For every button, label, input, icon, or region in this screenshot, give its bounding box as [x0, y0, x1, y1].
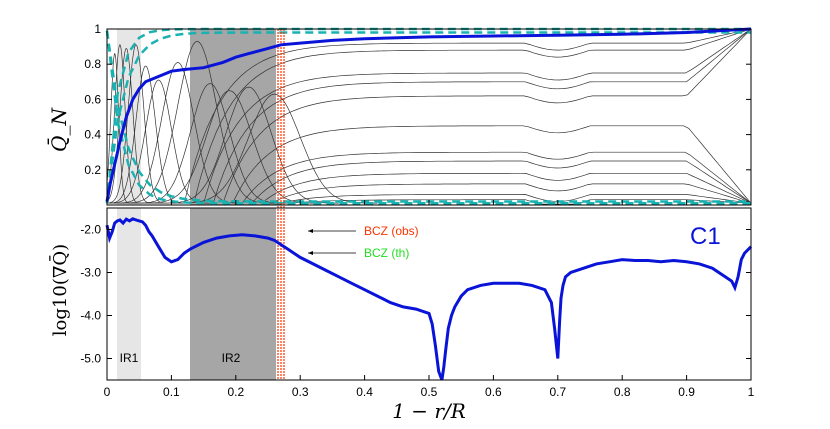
bottom-blue-line: [105, 217, 753, 381]
cyan-curve: [105, 30, 751, 205]
x-tick-label: 0.7: [549, 385, 566, 399]
thin-curve: [271, 183, 752, 204]
thin-curve: [290, 199, 752, 205]
bottom-y-axis-title: log10(∇Q̄): [48, 244, 71, 336]
panel-title: C1: [690, 223, 721, 250]
top-blue-line: [105, 27, 752, 202]
bottom-y-ticks: -2.0 -3.0 -4.0 -5.0: [80, 223, 751, 366]
y-tick-label: -5.0: [80, 352, 101, 366]
thin-curve: [193, 28, 752, 204]
bcz-obs-annotation: BCZ (obs): [308, 224, 419, 238]
thin-curve: [158, 86, 339, 204]
x-tick-label: 1: [748, 385, 755, 399]
svg-text:Q̄_N: Q̄_N: [46, 107, 71, 152]
svg-text:BCZ (obs): BCZ (obs): [364, 224, 419, 238]
ir2-region-top: [190, 29, 276, 205]
thin-curve: [251, 160, 752, 204]
x-axis-title: 1 − r/R: [392, 399, 466, 423]
x-tick-label: 0.5: [421, 385, 438, 399]
y-tick-label: 0.6: [84, 92, 101, 106]
x-ticks: 0 0.1 0.2 0.3 0.4 0.5 0.6 0.7 0.8 0.9 1: [104, 200, 755, 399]
x-tick-label: 0: [104, 385, 111, 399]
ir1-region: [117, 208, 141, 380]
x-tick-label: 0.3: [292, 385, 309, 399]
ir1-label: IR1: [120, 351, 139, 365]
top-y-ticks: 0.2 0.4 0.6 0.8 1: [84, 22, 751, 177]
thin-curve: [212, 28, 752, 204]
x-tick-label: 0.6: [485, 385, 502, 399]
thin-curve: [222, 28, 752, 204]
ir2-label: IR2: [222, 351, 241, 365]
thin-curve: [241, 151, 752, 204]
thin-curve: [183, 28, 752, 204]
bcz-th-annotation: BCZ (th): [308, 246, 409, 260]
thin-curve: [119, 40, 275, 204]
thin-curve: [203, 28, 752, 204]
x-tick-label: 0.1: [163, 385, 180, 399]
y-tick-label: -4.0: [80, 309, 101, 323]
thin-curve: [261, 172, 752, 204]
thin-curve: [107, 44, 169, 204]
y-tick-label: -3.0: [80, 266, 101, 280]
thin-curve: [139, 90, 320, 204]
thin-curve: [280, 194, 752, 204]
y-tick-label: 0.2: [84, 163, 101, 177]
x-tick-label: 0.2: [227, 385, 244, 399]
thin-curve: [232, 125, 752, 204]
y-tick-label: 1: [94, 22, 101, 36]
y-tick-label: -2.0: [80, 223, 101, 237]
thin-curve: [113, 62, 243, 204]
svg-text:log10(∇Q̄): log10(∇Q̄): [48, 244, 71, 336]
x-tick-label: 0.8: [614, 385, 631, 399]
x-tick-label: 0.4: [356, 385, 373, 399]
y-tick-label: 0.4: [84, 128, 101, 142]
y-tick-label: 0.8: [84, 57, 101, 71]
top-y-axis-title: Q̄_N: [46, 107, 71, 152]
x-tick-label: 0.9: [678, 385, 695, 399]
svg-text:BCZ (th): BCZ (th): [364, 246, 409, 260]
thin-curve: [132, 83, 288, 204]
